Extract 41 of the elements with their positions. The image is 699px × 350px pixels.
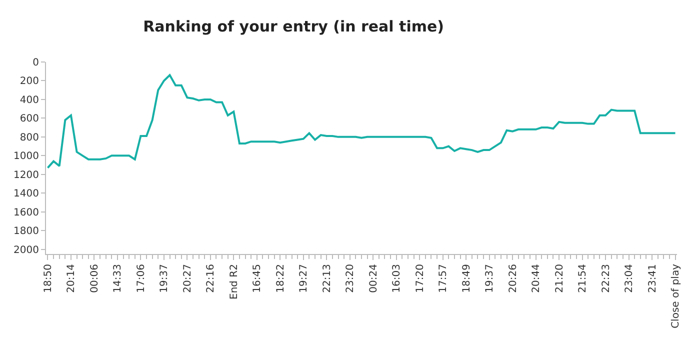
x-tick-label: 23:04 bbox=[624, 264, 636, 293]
x-tick-label: 18:50 bbox=[42, 264, 54, 293]
x-tick-label: 22:13 bbox=[322, 264, 333, 293]
y-tick-label: 1800 bbox=[14, 226, 39, 238]
x-tick-label: 00:24 bbox=[368, 264, 380, 293]
x-tick-label: 20:44 bbox=[531, 264, 542, 293]
y-tick-label: 800 bbox=[20, 132, 39, 144]
x-tick-label: End R2 bbox=[228, 264, 240, 300]
x-tick-label: 22:16 bbox=[206, 264, 217, 293]
y-tick-label: 0 bbox=[32, 58, 39, 68]
x-tick-label: 18:49 bbox=[461, 264, 472, 293]
x-tick-label: 14:33 bbox=[112, 264, 124, 293]
y-tick-label: 1200 bbox=[14, 170, 39, 181]
x-tick-label: 22:23 bbox=[600, 264, 612, 293]
x-tick-label: 20:14 bbox=[66, 264, 78, 293]
x-tick-label: 23:20 bbox=[345, 264, 356, 293]
x-tick-label: 18:22 bbox=[275, 264, 286, 293]
x-tick-label: 21:54 bbox=[578, 264, 589, 293]
y-tick-label: 1600 bbox=[14, 207, 39, 218]
x-tick-label: 20:26 bbox=[508, 264, 519, 293]
x-tick-label: 17:06 bbox=[136, 264, 147, 293]
y-tick-label: 200 bbox=[20, 76, 39, 88]
x-tick-label: 17:57 bbox=[438, 264, 450, 293]
y-tick-label: 400 bbox=[20, 94, 39, 106]
y-tick-label: 2000 bbox=[14, 244, 39, 256]
x-tick-label: 23:41 bbox=[647, 264, 658, 293]
x-tick-label: 16:03 bbox=[392, 264, 403, 293]
x-tick-label: 20:27 bbox=[182, 264, 194, 293]
x-tick-label: 16:45 bbox=[252, 264, 264, 293]
x-tick-label: 00:06 bbox=[89, 264, 100, 293]
y-tick-label: 1000 bbox=[14, 151, 39, 162]
x-tick-label: 19:37 bbox=[484, 264, 496, 293]
y-tick-label: 1400 bbox=[14, 188, 39, 200]
x-tick-label: 19:37 bbox=[159, 264, 170, 293]
y-tick-label: 600 bbox=[20, 114, 39, 125]
line-series bbox=[46, 74, 676, 169]
chart-title: Ranking of your entry (in real time) bbox=[143, 18, 444, 36]
x-tick-label: 21:20 bbox=[554, 264, 566, 293]
x-tick-label: Close of play bbox=[670, 264, 682, 328]
x-tick-label: 19:27 bbox=[298, 264, 310, 293]
x-tick-label: 17:20 bbox=[414, 264, 426, 293]
